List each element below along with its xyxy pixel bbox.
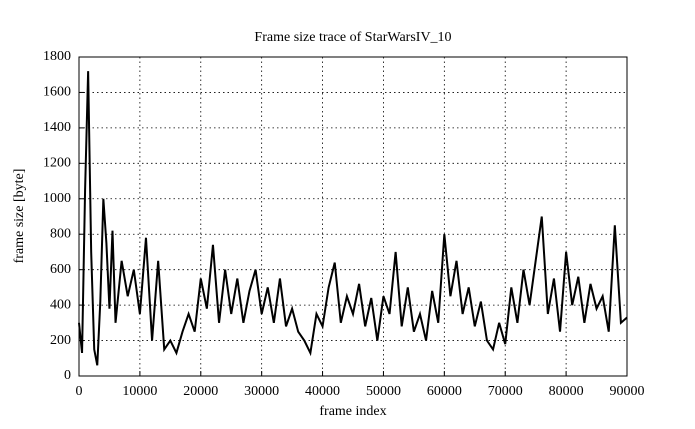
plot-frame [78,56,628,377]
x-tick-label: 80000 [549,384,584,399]
x-tick-label: 20000 [183,384,218,399]
x-tick-label: 90000 [610,384,645,399]
y-axis-label: frame size [byte] [12,169,27,264]
y-tick-label: 200 [50,333,71,348]
x-axis-label: frame index [319,404,386,419]
y-tick-label: 1000 [43,191,71,206]
x-tick-label: 30000 [244,384,279,399]
x-tick-label: 70000 [488,384,523,399]
y-tick-label: 1200 [43,156,71,171]
y-tick-label: 800 [50,226,71,241]
y-tick-label: 1400 [43,120,71,135]
x-tick-label: 40000 [305,384,340,399]
y-tick-label: 0 [64,368,71,383]
data-line [78,71,628,366]
y-tick-label: 600 [50,262,71,277]
y-tick-label: 1600 [43,85,71,100]
chart-title: Frame size trace of StarWarsIV_10 [254,30,451,45]
x-tick-label: 50000 [366,384,401,399]
x-tick-label: 0 [76,384,83,399]
x-tick-label: 10000 [122,384,157,399]
x-tick-label: 60000 [427,384,462,399]
y-tick-label: 1800 [43,49,71,64]
y-tick-label: 400 [50,297,71,312]
